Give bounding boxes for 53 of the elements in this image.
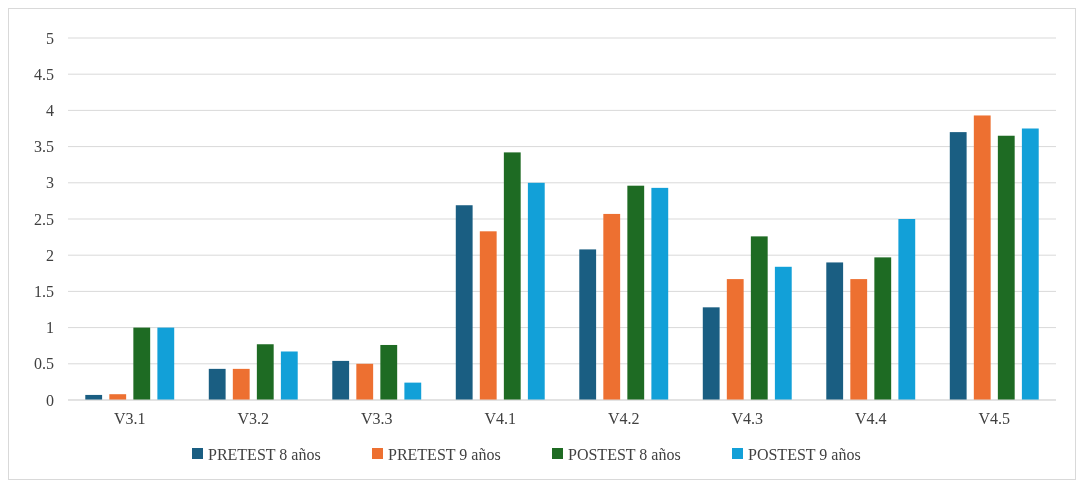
x-tick-label: V4.3	[731, 410, 764, 427]
bar	[157, 327, 175, 400]
bar	[1021, 128, 1039, 400]
x-tick-label: V4.5	[978, 410, 1011, 427]
bar	[973, 115, 991, 400]
y-tick-label: 0.5	[34, 355, 54, 373]
x-tick-label: V4.4	[854, 410, 887, 427]
y-tick-label: 4.5	[34, 65, 54, 83]
y-tick-label: 2	[46, 246, 54, 264]
legend-label: PRETEST 9 años	[388, 445, 501, 463]
y-tick-label: 1	[46, 319, 54, 337]
y-tick-label: 4	[46, 102, 54, 119]
bar	[826, 262, 844, 400]
x-tick-label: V3.1	[113, 410, 146, 427]
y-tick-label: 5	[46, 29, 54, 47]
y-tick-label: 1.5	[34, 283, 54, 300]
bar	[527, 182, 545, 400]
bar	[850, 279, 868, 400]
bar	[874, 257, 892, 400]
bar	[579, 249, 597, 400]
y-tick-label: 0	[46, 391, 54, 409]
y-tick-label: 3.5	[34, 138, 54, 156]
legend-label: POSTEST 8 años	[568, 445, 681, 463]
bar	[774, 266, 792, 400]
bar	[380, 344, 398, 400]
legend-label: POSTEST 9 años	[748, 445, 861, 463]
bar	[280, 351, 298, 400]
y-tick-label: 3	[46, 174, 54, 192]
bar	[750, 236, 768, 400]
y-tick-label: 2.5	[34, 210, 54, 228]
x-tick-label: V3.3	[360, 410, 393, 427]
bar	[898, 219, 916, 400]
bar	[332, 360, 350, 400]
x-tick-label: V4.2	[607, 410, 640, 427]
bar	[503, 152, 521, 400]
bar	[997, 135, 1015, 400]
bar	[133, 327, 151, 400]
bar	[702, 307, 720, 400]
bar	[208, 368, 226, 400]
bar	[404, 382, 422, 400]
bar	[232, 368, 250, 400]
bar	[356, 363, 374, 400]
bar	[256, 344, 274, 400]
bar	[949, 132, 967, 400]
bar	[479, 231, 497, 400]
x-tick-label: V3.2	[237, 410, 270, 427]
bar	[651, 187, 669, 400]
bar	[726, 279, 744, 400]
legend-label: PRETEST 8 años	[208, 445, 321, 463]
bar	[603, 213, 621, 400]
x-tick-label: V4.1	[484, 410, 517, 427]
bar	[455, 205, 473, 400]
bar	[627, 185, 645, 400]
